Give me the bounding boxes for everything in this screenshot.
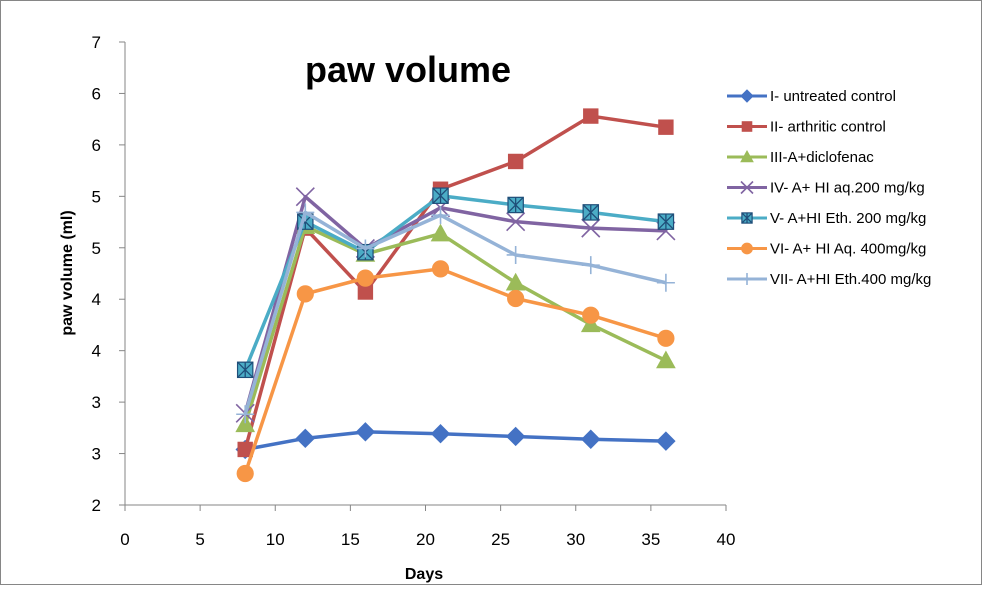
x-tick-label: 30	[566, 530, 585, 549]
data-point	[581, 429, 601, 449]
legend-label: II- arthritic control	[770, 119, 886, 136]
data-point	[581, 256, 600, 275]
x-tick-label: 15	[341, 530, 360, 549]
series-1	[235, 422, 676, 460]
legend-item: I- untreated control	[727, 88, 896, 105]
chart-title: paw volume	[305, 49, 511, 90]
x-tick-label: 25	[491, 530, 510, 549]
data-point	[236, 405, 255, 424]
data-point	[505, 426, 526, 447]
legend-item: VII- A+HI Eth.400 mg/kg	[727, 271, 931, 288]
y-tick-label: 3	[92, 445, 101, 464]
data-point	[295, 428, 316, 449]
legend-marker	[741, 121, 753, 132]
series-6	[236, 260, 675, 483]
data-point	[581, 218, 601, 238]
legend-marker	[741, 273, 753, 285]
legend-marker	[741, 212, 753, 224]
y-tick-label: 4	[92, 342, 101, 361]
data-point	[506, 212, 526, 232]
data-point	[507, 153, 524, 170]
x-axis-title: Days	[405, 566, 443, 583]
data-point	[507, 289, 525, 308]
series-5	[236, 187, 675, 379]
data-point	[658, 119, 674, 135]
data-point	[235, 414, 256, 433]
x-tick-label: 35	[641, 530, 660, 549]
legend-item: IV- A+ HI aq.200 mg/kg	[727, 180, 925, 197]
data-point	[296, 203, 315, 222]
data-point	[656, 273, 675, 292]
axes: 0 5 10 15 20 25 30 35 40 2 3 3 4 4 5 5 6 6 7	[92, 33, 736, 549]
y-tick-label: 2	[92, 496, 101, 515]
data-point	[656, 350, 676, 369]
data-point	[582, 306, 600, 324]
data-point	[355, 422, 376, 442]
data-point	[431, 206, 450, 225]
y-tick-label: 6	[92, 84, 101, 103]
data-point	[430, 223, 451, 242]
legend-label: III-A+diclofenac	[770, 149, 874, 166]
legend-marker	[741, 242, 753, 255]
y-axis-title: paw volume (ml)	[59, 210, 76, 335]
x-tick-label: 5	[195, 530, 204, 549]
y-tick-label: 3	[92, 393, 101, 412]
legend-item: II- arthritic control	[727, 119, 886, 136]
legend-label: IV- A+ HI aq.200 mg/kg	[770, 180, 925, 197]
legend-item: III-A+diclofenac	[727, 149, 874, 166]
plot-area	[235, 108, 676, 483]
data-point	[296, 285, 314, 303]
data-point	[657, 329, 675, 347]
legend-label: I- untreated control	[770, 88, 896, 105]
x-tick-label: 10	[266, 530, 285, 549]
x-tick-label: 40	[717, 530, 736, 549]
legend-item: V- A+HI Eth. 200 mg/kg	[727, 210, 926, 227]
data-point	[236, 464, 254, 483]
legend-label: V- A+HI Eth. 200 mg/kg	[770, 210, 926, 227]
x-tick-label: 20	[416, 530, 435, 549]
y-tick-label: 6	[92, 136, 101, 155]
data-point	[657, 213, 675, 230]
data-point	[656, 431, 676, 451]
legend-marker	[740, 180, 754, 195]
data-point	[236, 361, 254, 379]
legend: I- untreated control II- arthritic contro…	[727, 88, 931, 288]
data-point	[431, 260, 450, 278]
y-tick-label: 5	[92, 239, 101, 258]
data-point	[507, 196, 524, 214]
y-tick-label: 5	[92, 187, 101, 206]
data-point	[583, 108, 599, 124]
x-tick-label: 0	[120, 530, 129, 549]
data-point	[357, 284, 374, 300]
legend-label: VI- A+ HI Aq. 400mg/kg	[770, 241, 926, 258]
legend-marker	[740, 89, 754, 103]
y-tick-label: 4	[92, 290, 101, 309]
legend-item: VI- A+ HI Aq. 400mg/kg	[727, 241, 926, 258]
y-tick-label: 7	[92, 33, 101, 52]
legend-label: VII- A+HI Eth.400 mg/kg	[770, 271, 931, 288]
data-point	[356, 269, 374, 287]
data-point	[295, 187, 315, 207]
data-point	[430, 423, 451, 444]
series-7	[236, 203, 675, 424]
data-point	[432, 187, 449, 204]
legend-marker	[740, 149, 754, 163]
data-point	[356, 239, 375, 258]
data-point	[506, 245, 525, 264]
data-point	[582, 204, 600, 221]
